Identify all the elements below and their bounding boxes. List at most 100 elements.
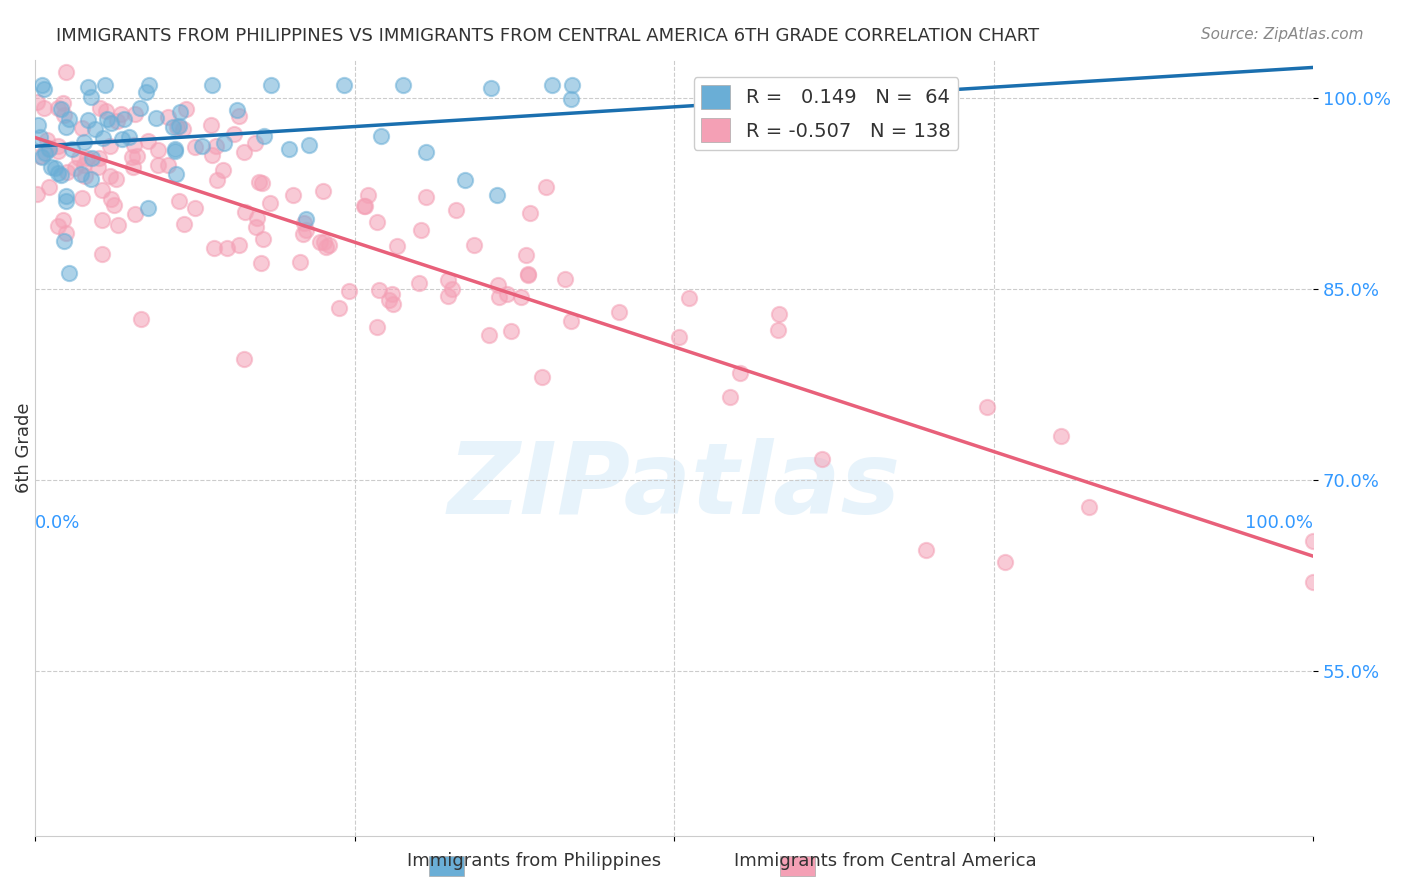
Point xyxy=(38,179,60,194)
Legend: R =   0.149   N =  64, R = -0.507   N = 138: R = 0.149 N = 64, R = -0.507 N = 138 xyxy=(693,77,959,150)
Point xyxy=(52,235,75,249)
Point xyxy=(100,169,122,184)
Point xyxy=(678,291,700,305)
Point xyxy=(370,129,392,144)
Point xyxy=(315,240,337,254)
Point xyxy=(1050,429,1073,443)
Point xyxy=(167,120,190,134)
Point xyxy=(121,160,143,174)
Point xyxy=(718,390,741,404)
Point xyxy=(768,323,790,337)
Y-axis label: 6th Grade: 6th Grade xyxy=(15,403,32,493)
Point xyxy=(46,219,69,233)
Point xyxy=(510,290,533,304)
Point xyxy=(148,158,170,172)
Point xyxy=(138,78,160,92)
Point xyxy=(129,101,152,115)
Point xyxy=(157,158,180,172)
Point xyxy=(55,120,77,134)
Text: Immigrants from Philippines: Immigrants from Philippines xyxy=(408,852,661,870)
Point xyxy=(111,132,134,146)
Point xyxy=(145,111,167,125)
Point xyxy=(415,145,437,159)
Point xyxy=(91,183,114,197)
Point xyxy=(165,144,187,158)
Point xyxy=(55,226,77,240)
Point xyxy=(49,102,72,116)
Point xyxy=(34,82,56,96)
Point xyxy=(201,78,224,92)
Point xyxy=(46,144,69,158)
Point xyxy=(212,136,235,150)
Point xyxy=(607,305,630,319)
Point xyxy=(292,216,315,230)
Point xyxy=(80,89,103,103)
Point xyxy=(125,149,148,163)
Point xyxy=(291,227,314,241)
Point xyxy=(91,131,114,145)
Point xyxy=(228,109,250,123)
Point xyxy=(157,110,180,124)
Point xyxy=(246,211,269,225)
Point xyxy=(488,290,510,304)
Point xyxy=(25,186,48,201)
Point xyxy=(77,112,100,127)
Point xyxy=(30,130,52,145)
Point xyxy=(479,80,502,95)
Point xyxy=(65,161,87,175)
Point xyxy=(37,133,59,147)
Point xyxy=(252,232,274,246)
Point xyxy=(105,113,128,128)
Text: ZIPatlas: ZIPatlas xyxy=(447,438,901,535)
Point xyxy=(212,163,235,178)
Point xyxy=(75,169,97,184)
Point xyxy=(382,296,405,310)
Point xyxy=(46,138,69,153)
Point xyxy=(357,188,380,202)
Point xyxy=(235,205,257,219)
Point xyxy=(312,235,335,249)
Point xyxy=(205,139,228,153)
Point xyxy=(328,301,350,315)
Point xyxy=(98,139,121,153)
Point xyxy=(136,201,159,215)
Point xyxy=(77,80,100,95)
Point xyxy=(112,112,135,126)
Point xyxy=(124,207,146,221)
Point xyxy=(55,189,77,203)
Point xyxy=(994,555,1017,569)
Point xyxy=(84,121,107,136)
Point xyxy=(52,95,75,110)
Point xyxy=(378,293,401,308)
Point xyxy=(46,101,69,115)
Point xyxy=(172,122,194,136)
Point xyxy=(32,102,55,116)
Point xyxy=(169,105,191,120)
Point xyxy=(668,330,690,344)
Point xyxy=(233,145,256,159)
Point xyxy=(332,78,354,92)
Point xyxy=(496,287,519,301)
Point xyxy=(166,120,188,135)
Point xyxy=(294,211,316,226)
Point xyxy=(190,138,212,153)
Point xyxy=(138,134,160,148)
Point xyxy=(222,128,245,142)
Point xyxy=(184,139,207,153)
Point xyxy=(260,78,283,92)
Point xyxy=(277,142,299,156)
Point xyxy=(915,543,938,558)
Point xyxy=(163,142,186,156)
Point xyxy=(554,272,576,286)
Point xyxy=(49,168,72,182)
Point xyxy=(250,256,273,270)
Point xyxy=(530,370,553,384)
Point xyxy=(73,158,96,172)
Point xyxy=(25,95,48,109)
Point xyxy=(259,196,281,211)
Point xyxy=(380,286,402,301)
Point xyxy=(87,160,110,174)
Point xyxy=(110,106,132,120)
Point xyxy=(46,166,69,180)
Text: 0.0%: 0.0% xyxy=(35,514,80,532)
